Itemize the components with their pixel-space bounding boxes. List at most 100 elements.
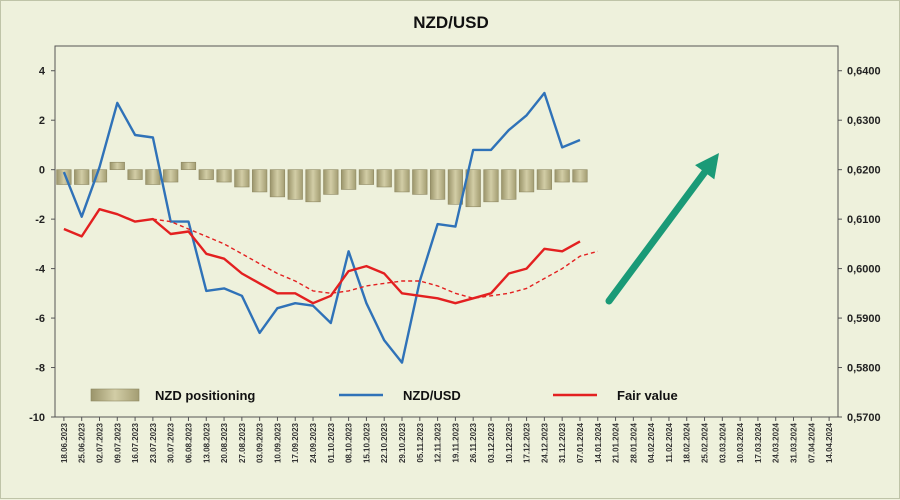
chart-title: NZD/USD [413, 13, 489, 32]
x-tick-label: 12.11.2023 [434, 422, 443, 462]
legend-label: NZD/USD [403, 388, 461, 403]
positioning-bar [109, 161, 125, 170]
x-tick-label: 13.08.2023 [202, 422, 211, 463]
plot-area [54, 45, 839, 418]
left-tick-label: -8 [35, 363, 45, 375]
x-tick-label: 30.07.2023 [167, 422, 176, 463]
positioning-bar [483, 169, 499, 203]
x-tick-label: 02.07.2023 [95, 422, 104, 463]
x-tick-label: 09.07.2023 [113, 422, 122, 463]
x-tick-label: 29.10.2023 [398, 422, 407, 463]
left-tick-label: 0 [39, 165, 45, 177]
x-tick-label: 24.03.2024 [772, 422, 781, 463]
x-tick-label: 18.02.2024 [683, 422, 692, 463]
nzd-usd-line [62, 91, 581, 364]
positioning-bar [163, 169, 179, 183]
x-tick-label: 03.12.2023 [487, 422, 496, 463]
legend-label: NZD positioning [155, 388, 255, 403]
trend-arrow-shaft [605, 168, 709, 305]
positioning-bar [216, 169, 232, 183]
x-tick-label: 10.09.2023 [273, 422, 282, 463]
right-tick-label: 0,6000 [847, 264, 881, 276]
x-tick-label: 10.12.2023 [505, 422, 514, 463]
positioning-bar [74, 169, 90, 185]
x-tick-label: 22.10.2023 [380, 422, 389, 463]
right-tick-label: 0,6300 [847, 115, 881, 127]
positioning-bar [394, 169, 410, 193]
right-tick-label: 0,6200 [847, 165, 881, 177]
left-tick-label: -10 [29, 412, 45, 424]
x-tick-label: 07.01.2024 [576, 422, 585, 463]
positioning-bar [554, 169, 570, 183]
positioning-bar [287, 169, 303, 200]
fair-value-trend-line [152, 218, 598, 299]
x-tick-label: 11.02.2024 [665, 422, 674, 462]
positioning-bar [412, 169, 428, 195]
x-tick-label: 07.04.2024 [807, 422, 816, 463]
positioning-bar [536, 169, 552, 190]
positioning-bar [465, 169, 481, 208]
right-tick-label: 0,5800 [847, 363, 881, 375]
trend-arrow-head [695, 153, 719, 180]
x-tick-label: 06.08.2023 [184, 422, 193, 463]
positioning-bar [376, 169, 392, 188]
left-tick-label: 2 [39, 115, 45, 127]
positioning-bar [447, 169, 463, 205]
positioning-bar [252, 169, 268, 193]
x-tick-label: 25.06.2023 [78, 422, 87, 463]
x-tick-label: 17.03.2024 [754, 422, 763, 463]
left-tick-label: -2 [35, 214, 45, 226]
right-tick-label: 0,5700 [847, 412, 881, 424]
positioning-bar [430, 169, 446, 200]
x-tick-label: 16.07.2023 [131, 422, 140, 463]
positioning-bar [198, 169, 214, 180]
positioning-bar [234, 169, 250, 188]
x-tick-label: 18.06.2023 [60, 422, 69, 463]
positioning-bar [572, 169, 588, 183]
x-tick-label: 04.02.2024 [647, 422, 656, 463]
positioning-bar [358, 169, 375, 185]
fair-value-line [63, 208, 581, 305]
x-tick-label: 24.12.2023 [540, 422, 549, 463]
x-tick-label: 26.11.2023 [469, 422, 478, 462]
x-tick-label: 17.09.2023 [291, 422, 300, 463]
x-tick-label: 10.03.2024 [736, 422, 745, 463]
x-tick-label: 21.01.2024 [612, 422, 621, 463]
x-tick-label: 20.08.2023 [220, 422, 229, 463]
x-tick-label: 31.12.2023 [558, 422, 567, 463]
x-tick-label: 15.10.2023 [362, 422, 371, 463]
positioning-bar [269, 169, 286, 198]
left-tick-label: -6 [35, 313, 45, 325]
positioning-bar [180, 161, 197, 170]
positioning-bar [305, 169, 321, 203]
x-tick-label: 14.01.2024 [594, 422, 603, 463]
legend-swatch [90, 388, 140, 402]
x-tick-label: 24.09.2023 [309, 422, 318, 463]
right-tick-label: 0,6100 [847, 214, 881, 226]
x-tick-label: 05.11.2023 [416, 422, 425, 462]
legend-label: Fair value [617, 388, 678, 403]
x-tick-label: 01.10.2023 [327, 422, 336, 463]
positioning-bar [341, 169, 357, 190]
x-tick-label: 31.03.2024 [790, 422, 799, 463]
positioning-bar [145, 169, 161, 185]
x-tick-label: 19.11.2023 [451, 422, 460, 462]
x-tick-label: 08.10.2023 [345, 422, 354, 463]
x-tick-label: 17.12.2023 [523, 422, 532, 463]
positioning-bar [518, 169, 535, 193]
x-tick-label: 14.04.2024 [825, 422, 834, 463]
x-tick-label: 03.03.2024 [718, 422, 727, 463]
x-tick-label: 27.08.2023 [238, 422, 247, 463]
left-tick-label: 4 [39, 66, 46, 78]
x-tick-label: 25.02.2024 [701, 422, 710, 463]
left-tick-label: -4 [35, 264, 46, 276]
x-tick-label: 03.09.2023 [256, 422, 265, 463]
right-tick-label: 0,6400 [847, 66, 881, 78]
x-tick-label: 28.01.2024 [629, 422, 638, 463]
positioning-bar [501, 169, 517, 200]
positioning-bar [127, 169, 143, 180]
positioning-bar [323, 169, 339, 195]
right-tick-label: 0,5900 [847, 313, 881, 325]
